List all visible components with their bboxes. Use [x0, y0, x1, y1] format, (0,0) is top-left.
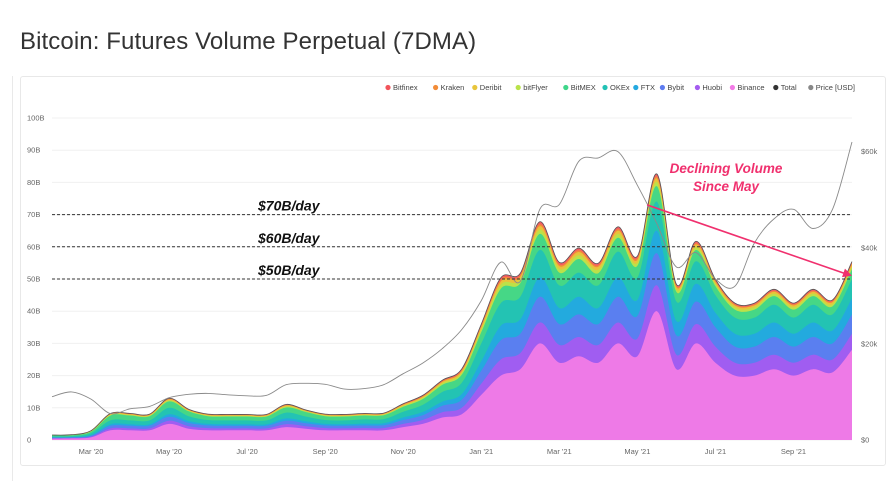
x-tick-label: Mar '21	[547, 447, 572, 456]
legend-item[interactable]: Bybit	[659, 83, 685, 92]
x-tick-label: Jul '20	[236, 447, 257, 456]
page-title: Bitcoin: Futures Volume Perpetual (7DMA)	[20, 28, 477, 55]
x-tick-label: Jan '21	[469, 447, 493, 456]
legend-label: Bybit	[667, 83, 685, 92]
legend-item[interactable]: Bitfinex	[385, 83, 418, 92]
legend-label: BitMEX	[571, 83, 596, 92]
y-tick-label: 100B	[27, 114, 45, 123]
legend-label: Price [USD]	[816, 83, 855, 92]
x-tick-label: Sep '20	[313, 447, 338, 456]
annotation-line-2: Since May	[693, 179, 761, 194]
price-line-group	[51, 141, 853, 415]
legend-swatch	[808, 84, 814, 91]
y-tick-label: 30B	[27, 339, 40, 348]
legend-label: Bitfinex	[393, 83, 418, 92]
annotation-arrowhead	[842, 268, 852, 278]
y-tick-label: 60B	[27, 242, 40, 251]
legend-swatch	[633, 84, 639, 91]
y-tick-label: 10B	[27, 403, 40, 412]
y-tick-label: 40B	[27, 307, 40, 316]
legend-item[interactable]: Deribit	[472, 83, 502, 92]
legend-swatch	[729, 84, 736, 91]
legend-item[interactable]: FTX	[633, 83, 655, 92]
ref-line-label: $50B/day	[257, 262, 321, 278]
legend-label: bitFlyer	[523, 83, 548, 92]
y-tick-label: 50B	[27, 275, 40, 284]
legend-label: Kraken	[441, 83, 465, 92]
legend-label: Total	[781, 83, 797, 92]
ref-line-label: $70B/day	[257, 198, 321, 214]
x-tick-label: Jul '21	[705, 447, 726, 456]
legend-item[interactable]: Binance	[729, 83, 765, 92]
legend-item[interactable]: Huobi	[694, 83, 723, 92]
legend-item[interactable]: BitMEX	[563, 83, 596, 92]
reference-lines: $70B/day $60B/day $50B/day	[52, 198, 852, 280]
legend-item[interactable]: Kraken	[433, 83, 464, 92]
legend-item[interactable]: bitFlyer	[515, 83, 549, 92]
legend-item[interactable]: OKEx	[602, 83, 630, 92]
legend-swatch	[694, 84, 701, 91]
legend-label: OKEx	[610, 83, 630, 92]
legend-swatch	[385, 84, 391, 91]
y2-tick-label: $0	[861, 436, 869, 445]
legend-swatch	[472, 84, 478, 91]
y-tick-label: 0	[27, 436, 31, 445]
y-tick-label: 80B	[27, 178, 40, 187]
y-tick-label: 90B	[27, 146, 40, 155]
legend-swatch	[515, 84, 521, 91]
legend-swatch	[563, 84, 569, 91]
y-axis-left: 0 10B 20B 30B 40B 50B 60B 70B 80B 90B 100B	[27, 114, 45, 445]
y-axis-right: $0 $20k $40k $60k	[861, 147, 878, 444]
x-tick-label: Nov '20	[391, 447, 416, 456]
annotation-line-1: Declining Volume	[670, 161, 783, 176]
legend-swatch	[659, 84, 666, 91]
x-tick-label: Sep '21	[781, 447, 806, 456]
legend-label: FTX	[641, 83, 655, 92]
legend-label: Huobi	[702, 83, 722, 92]
x-tick-label: May '21	[624, 447, 650, 456]
legend-swatch	[602, 84, 608, 91]
y2-tick-label: $40k	[861, 243, 878, 252]
x-tick-label: May '20	[156, 447, 182, 456]
legend-label: Deribit	[480, 83, 503, 92]
legend-item[interactable]: Total	[773, 83, 797, 92]
legend-swatch	[773, 84, 779, 91]
x-tick-label: Mar '20	[79, 447, 104, 456]
annotation-group: Declining Volume Since May	[646, 161, 852, 278]
y-tick-label: 20B	[27, 371, 40, 380]
price-line	[51, 141, 853, 415]
exchange-area-stack	[51, 173, 853, 441]
legend-item[interactable]: Price [USD]	[808, 83, 855, 92]
annotation-arrow	[646, 204, 848, 276]
area-binance	[52, 311, 852, 440]
y2-tick-label: $60k	[861, 147, 878, 156]
y2-tick-label: $20k	[861, 339, 878, 348]
y-tick-label: 70B	[27, 210, 40, 219]
ref-line-label: $60B/day	[257, 230, 321, 246]
x-axis: Mar '20 May '20 Jul '20 Sep '20 Nov '20 Jan '…	[79, 447, 806, 456]
legend: Price [USD] Total Binance Huobi Bybit FTX OKEx…	[385, 83, 855, 92]
left-divider	[12, 76, 13, 481]
legend-swatch	[433, 84, 439, 91]
legend-label: Binance	[737, 83, 764, 92]
